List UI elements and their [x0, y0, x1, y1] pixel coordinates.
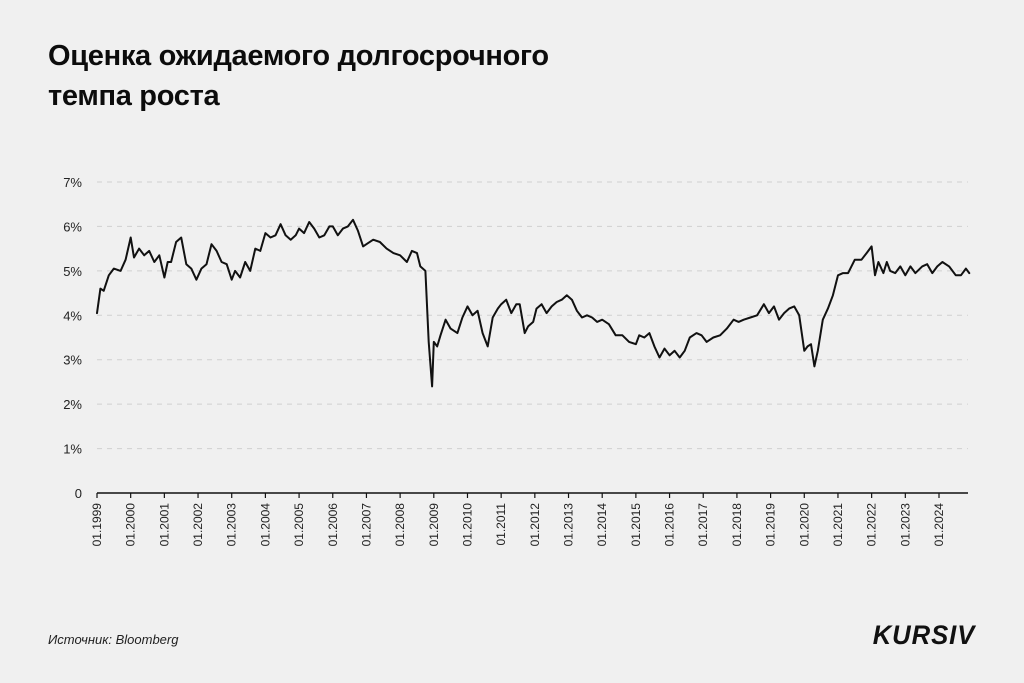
x-tick-label: 01.2019 — [764, 503, 778, 547]
grid-lines — [97, 181, 968, 450]
y-tick-label: 0 — [75, 486, 82, 501]
x-tick-label: 01.2013 — [562, 503, 576, 547]
x-tick-label: 01.2014 — [595, 503, 609, 547]
x-tick-label: 01.2004 — [258, 503, 272, 547]
y-tick-label: 7% — [63, 175, 82, 190]
y-tick-label: 4% — [63, 308, 82, 323]
x-tick-label: 01.2023 — [898, 503, 912, 547]
x-tick-label: 01.2022 — [865, 503, 879, 547]
y-tick-label: 1% — [63, 442, 82, 457]
x-tick-label: 01.2021 — [831, 503, 845, 547]
x-tick-label: 01.2008 — [393, 503, 407, 547]
x-tick-label: 01.2009 — [427, 503, 441, 547]
y-tick-label: 3% — [63, 353, 82, 368]
x-tick-label: 01.2018 — [730, 503, 744, 547]
y-tick-label: 5% — [63, 264, 82, 279]
x-tick-label: 01.2010 — [460, 503, 474, 547]
x-axis: 01.1999 01.2000 01.2001 01.2002 01.2003 01.20… — [90, 492, 968, 547]
x-tick-label: 01.2011 — [494, 503, 508, 546]
chart-title: Оценка ожидаемого долгосрочного темпа ро… — [48, 36, 549, 116]
x-tick-label: 01.2020 — [797, 503, 811, 547]
x-tick-label: 01.2002 — [191, 503, 205, 547]
x-tick-label: 01.2001 — [157, 503, 171, 547]
x-tick-label: 01.2016 — [663, 503, 677, 547]
source-note: Источник: Bloomberg — [48, 632, 179, 647]
x-tick-label: 01.2005 — [292, 503, 306, 547]
x-tick-label: 01.2000 — [124, 503, 138, 547]
data-line — [96, 218, 971, 388]
x-tick-label: 01.2007 — [359, 503, 373, 547]
chart-title-line-1: Оценка ожидаемого долгосрочного — [48, 40, 549, 72]
y-tick-label: 6% — [63, 219, 82, 234]
kursiv-logo: KURSIV — [872, 620, 976, 650]
x-tick-label: 01.2006 — [326, 503, 340, 547]
y-tick-label: 2% — [63, 397, 82, 412]
x-tick-label: 01.2003 — [225, 503, 239, 547]
chart-title-line-2: темпа роста — [48, 80, 220, 112]
y-axis-labels: 0 1% 2% 3% 4% 5% 6% 7% — [63, 175, 82, 501]
x-tick-label: 01.2017 — [696, 503, 710, 547]
x-tick-label: 01.2012 — [528, 503, 542, 547]
x-tick-label: 01.2015 — [629, 503, 643, 547]
x-tick-label: 01.1999 — [90, 503, 104, 547]
x-tick-label: 01.2024 — [932, 503, 946, 547]
